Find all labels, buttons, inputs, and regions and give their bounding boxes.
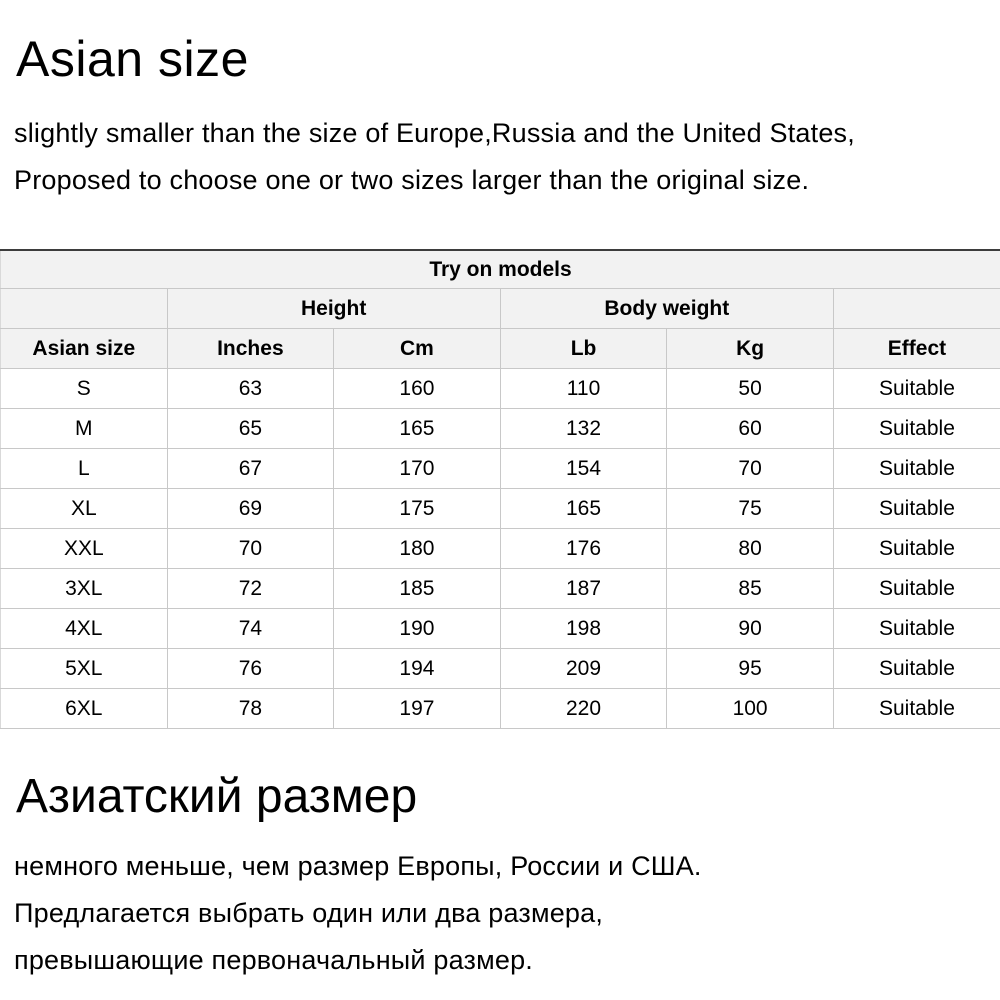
cell-effect: Suitable (832, 408, 1000, 449)
cell-effect: Suitable (832, 608, 1000, 649)
table-caption: Try on models (0, 249, 1000, 289)
cell-kg: 60 (666, 408, 834, 449)
description-ru: немного меньше, чем размер Европы, Росси… (14, 843, 1000, 984)
cell-kg: 70 (666, 448, 834, 489)
cell-size: 3XL (0, 568, 168, 609)
cell-kg: 95 (666, 648, 834, 689)
page-title-ru: Азиатский размер (16, 770, 418, 823)
cell-effect: Suitable (832, 448, 1000, 489)
column-header-kg: Kg (666, 328, 834, 369)
column-header-asian-size: Asian size (0, 328, 168, 369)
cell-effect: Suitable (832, 648, 1000, 689)
cell-inches: 72 (166, 568, 335, 609)
table-row: M 65 165 132 60 Suitable (0, 408, 1000, 449)
cell-inches: 63 (166, 368, 335, 409)
cell-size: L (0, 448, 168, 489)
column-header-inches: Inches (166, 328, 335, 369)
cell-cm: 160 (333, 368, 501, 409)
table-row: XL 69 175 165 75 Suitable (0, 488, 1000, 529)
description-ru-line1: немного меньше, чем размер Европы, Росси… (14, 851, 702, 881)
cell-size: 4XL (0, 608, 168, 649)
cell-cm: 197 (333, 688, 501, 729)
table-row: 3XL 72 185 187 85 Suitable (0, 568, 1000, 609)
height-group-header: Height (166, 288, 501, 329)
cell-lb: 209 (499, 648, 668, 689)
cell-lb: 220 (499, 688, 668, 729)
cell-size: 6XL (0, 688, 168, 729)
empty-header-cell (832, 288, 1000, 329)
description-ru-line3: превышающие первоначальный размер. (14, 945, 533, 975)
description-en-line1: slightly smaller than the size of Europe… (14, 118, 855, 148)
cell-inches: 67 (166, 448, 335, 489)
cell-size: XXL (0, 528, 168, 569)
cell-effect: Suitable (832, 368, 1000, 409)
cell-lb: 165 (499, 488, 668, 529)
cell-inches: 70 (166, 528, 335, 569)
cell-cm: 175 (333, 488, 501, 529)
cell-inches: 78 (166, 688, 335, 729)
cell-size: 5XL (0, 648, 168, 689)
cell-effect: Suitable (832, 688, 1000, 729)
cell-lb: 132 (499, 408, 668, 449)
cell-cm: 180 (333, 528, 501, 569)
table-caption-row: Try on models (0, 249, 1000, 289)
group-header-row: Height Body weight (0, 288, 1000, 329)
cell-lb: 198 (499, 608, 668, 649)
description-en: slightly smaller than the size of Europe… (14, 110, 1000, 204)
body-weight-group-header: Body weight (499, 288, 834, 329)
cell-kg: 75 (666, 488, 834, 529)
cell-lb: 110 (499, 368, 668, 409)
cell-cm: 190 (333, 608, 501, 649)
cell-kg: 100 (666, 688, 834, 729)
table-row: 4XL 74 190 198 90 Suitable (0, 608, 1000, 649)
cell-kg: 80 (666, 528, 834, 569)
cell-kg: 85 (666, 568, 834, 609)
cell-size: M (0, 408, 168, 449)
cell-cm: 165 (333, 408, 501, 449)
cell-kg: 50 (666, 368, 834, 409)
table-row: 6XL 78 197 220 100 Suitable (0, 688, 1000, 729)
table-row: XXL 70 180 176 80 Suitable (0, 528, 1000, 569)
cell-lb: 187 (499, 568, 668, 609)
cell-inches: 65 (166, 408, 335, 449)
cell-lb: 176 (499, 528, 668, 569)
cell-inches: 74 (166, 608, 335, 649)
empty-header-cell (0, 288, 168, 329)
cell-cm: 194 (333, 648, 501, 689)
table-row: S 63 160 110 50 Suitable (0, 368, 1000, 409)
cell-kg: 90 (666, 608, 834, 649)
cell-inches: 69 (166, 488, 335, 529)
cell-lb: 154 (499, 448, 668, 489)
cell-cm: 170 (333, 448, 501, 489)
description-en-line2: Proposed to choose one or two sizes larg… (14, 165, 810, 195)
size-table: Try on models Height Body weight Asian s… (0, 249, 1000, 729)
cell-effect: Suitable (832, 528, 1000, 569)
cell-inches: 76 (166, 648, 335, 689)
cell-effect: Suitable (832, 568, 1000, 609)
column-header-row: Asian size Inches Cm Lb Kg Effect (0, 328, 1000, 369)
column-header-effect: Effect (832, 328, 1000, 369)
cell-size: XL (0, 488, 168, 529)
cell-effect: Suitable (832, 488, 1000, 529)
description-ru-line2: Предлагается выбрать один или два размер… (14, 898, 604, 928)
cell-cm: 185 (333, 568, 501, 609)
cell-size: S (0, 368, 168, 409)
column-header-cm: Cm (333, 328, 501, 369)
table-row: L 67 170 154 70 Suitable (0, 448, 1000, 489)
page-title-en: Asian size (16, 31, 249, 87)
column-header-lb: Lb (499, 328, 668, 369)
table-row: 5XL 76 194 209 95 Suitable (0, 648, 1000, 689)
